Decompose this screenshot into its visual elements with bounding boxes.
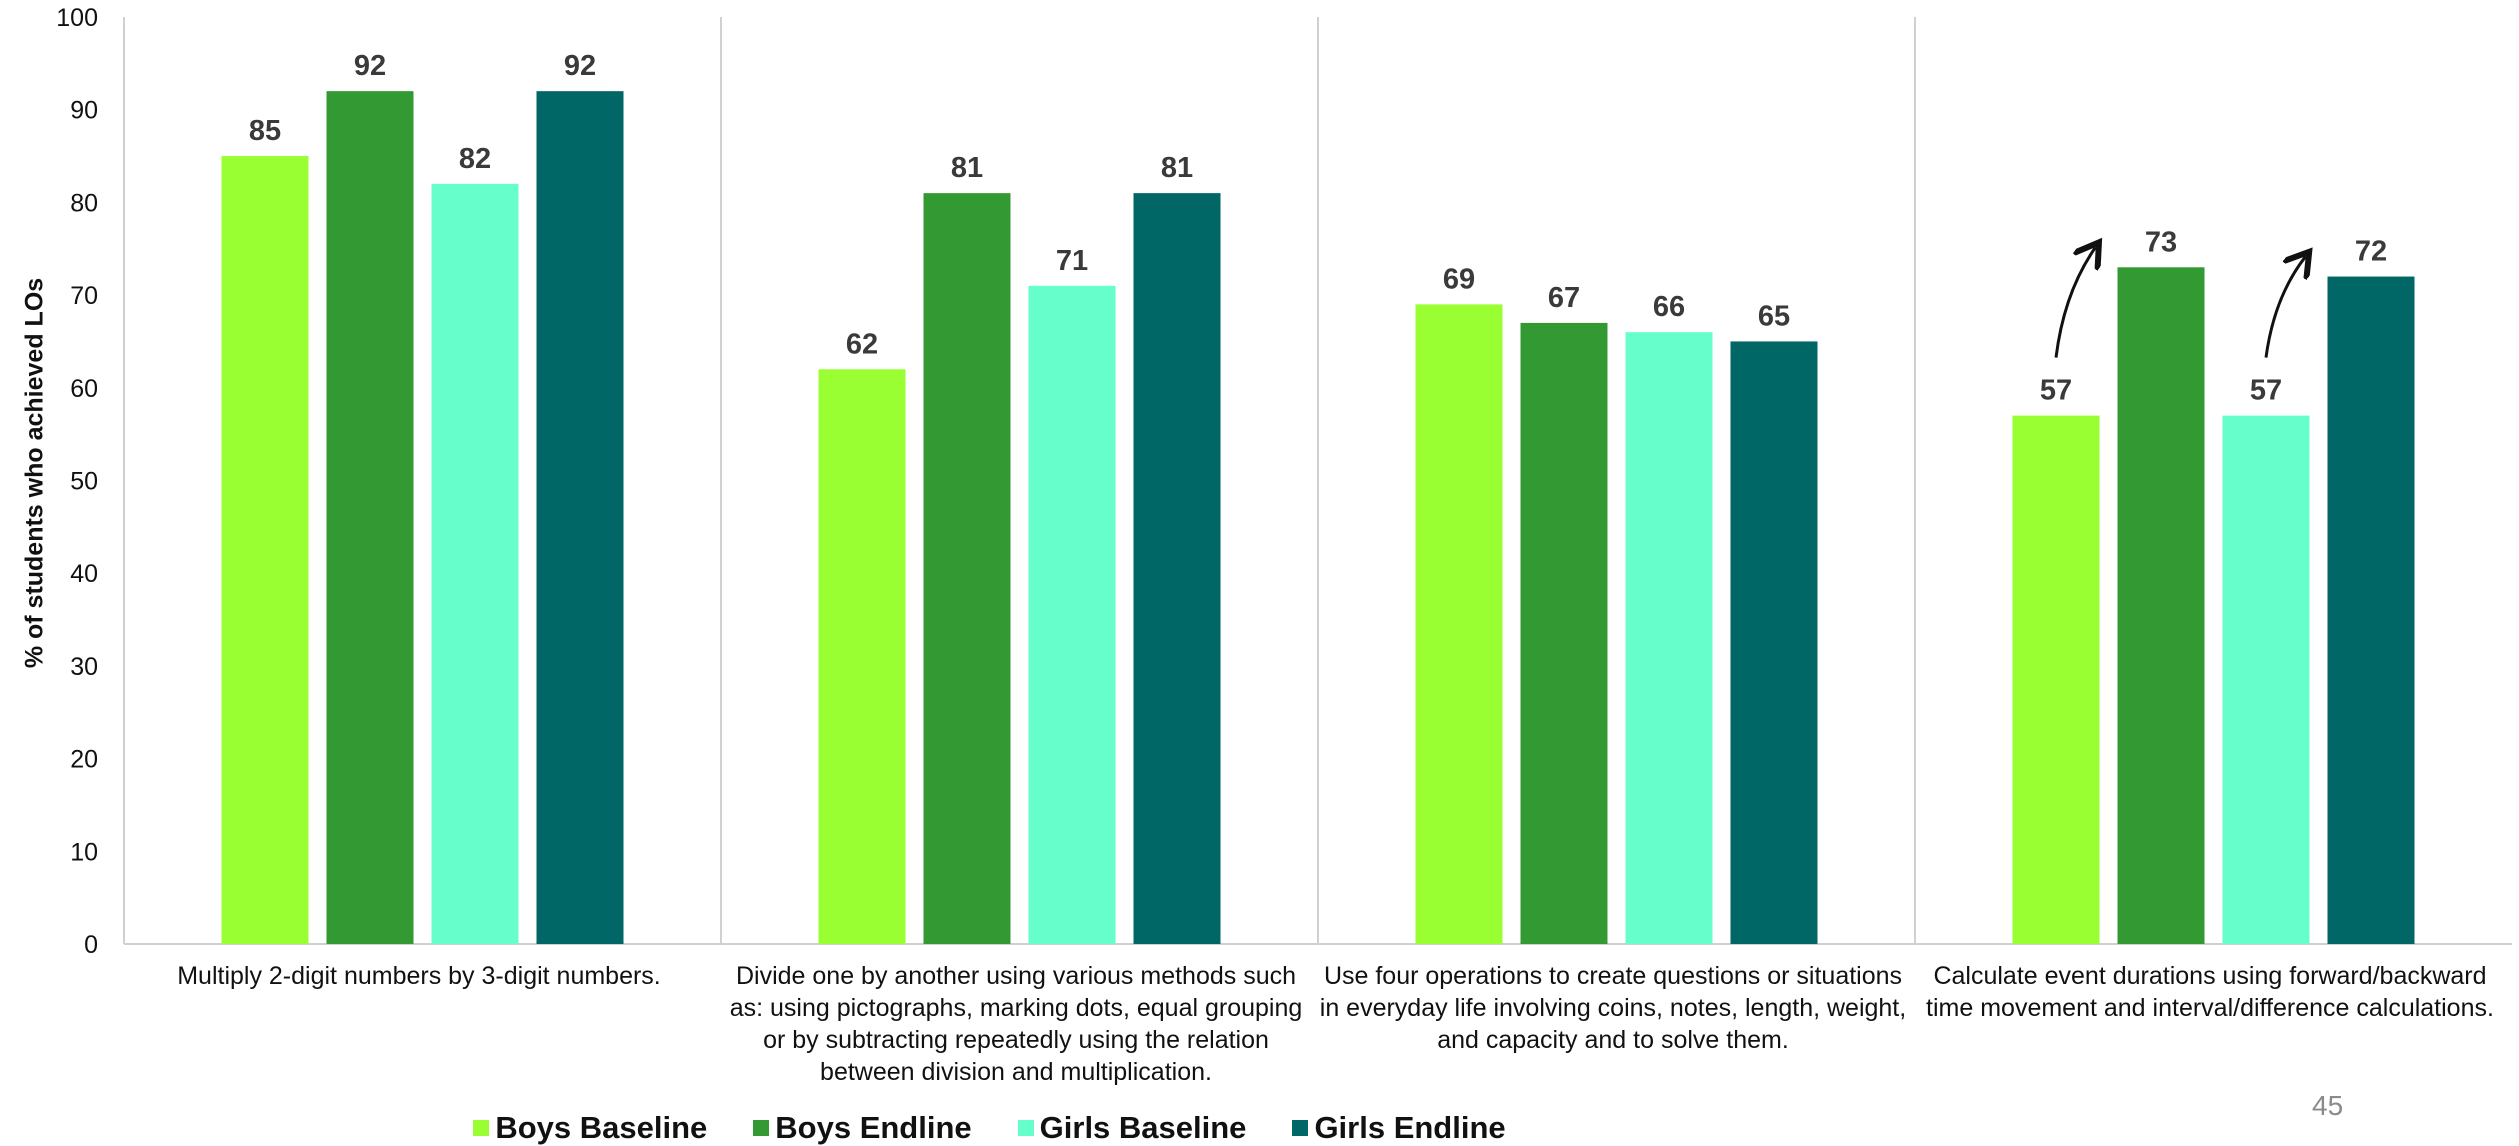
bar: [1520, 322, 1608, 944]
data-label: 81: [951, 152, 983, 184]
bar: [2222, 415, 2310, 944]
legend-swatch: [1292, 1120, 1309, 1136]
bar: [431, 183, 519, 945]
legend-item-boys-endline: Boys Endline: [753, 1110, 972, 1146]
y-tick-label: 100: [56, 4, 98, 32]
bar: [2117, 267, 2205, 944]
legend-label: Boys Endline: [775, 1110, 972, 1145]
legend-label: Boys Baseline: [495, 1110, 708, 1145]
page-number: 45: [2312, 1090, 2344, 1121]
y-tick-label: 80: [70, 189, 98, 217]
data-label: 71: [1056, 245, 1088, 277]
data-label: 67: [1548, 282, 1580, 314]
y-tick-label: 40: [70, 560, 98, 588]
legend-label: Girls Endline: [1314, 1110, 1506, 1145]
data-label: 69: [1443, 263, 1475, 295]
data-label: 65: [1758, 300, 1790, 332]
legend-item-girls-endline: Girls Endline: [1292, 1110, 1506, 1146]
y-tick-label: 30: [70, 653, 98, 681]
data-label: 72: [2355, 236, 2387, 268]
y-tick-label: 10: [70, 838, 98, 866]
bar: [1625, 332, 1713, 944]
bar: [2327, 276, 2415, 944]
data-label: 57: [2040, 375, 2072, 407]
legend-item-boys-baseline: Boys Baseline: [473, 1110, 707, 1146]
bar: [923, 193, 1011, 944]
data-label: 62: [846, 328, 878, 360]
bar: [221, 156, 309, 945]
y-tick-label: 70: [70, 282, 98, 310]
category-label-1: Multiply 2-digit numbers by 3-digit numb…: [177, 962, 661, 990]
data-label: 73: [2145, 226, 2177, 258]
category-label-4: Calculate event durations using forward/…: [1926, 962, 2494, 1022]
bar: [1415, 304, 1503, 944]
data-label: 82: [459, 143, 491, 175]
data-label: 81: [1161, 152, 1193, 184]
data-label: 85: [249, 115, 281, 147]
y-tick-label: 20: [70, 746, 98, 774]
data-label: 66: [1653, 291, 1685, 323]
data-label: 57: [2250, 375, 2282, 407]
trend-arrow-icon: [2264, 257, 2306, 358]
category-label-3: Use four operations to create questions …: [1319, 962, 1907, 1054]
bar: [818, 369, 906, 944]
bar: [1730, 341, 1818, 944]
legend-item-girls-baseline: Girls Baseline: [1017, 1110, 1247, 1146]
bar: [1028, 285, 1116, 945]
bar: [1133, 193, 1221, 944]
y-tick-label: 50: [70, 468, 98, 496]
bar: [536, 91, 624, 944]
legend: Boys Baseline Boys Endline Girls Baselin…: [0, 1110, 2249, 1146]
trend-arrow-icon: [2054, 247, 2096, 358]
data-label: 92: [354, 50, 386, 82]
legend-swatch: [1017, 1120, 1034, 1136]
bar: [326, 91, 414, 944]
y-tick-label: 0: [84, 931, 98, 959]
legend-label: Girls Baseline: [1039, 1110, 1247, 1145]
data-label: 92: [564, 50, 596, 82]
legend-swatch: [753, 1120, 770, 1136]
category-label-2: Divide one by another using various meth…: [729, 962, 1303, 1086]
bar: [2012, 415, 2100, 944]
y-tick-label: 60: [70, 375, 98, 403]
y-tick-label: 90: [70, 97, 98, 125]
y-axis-label: % of students who achieved LOs: [20, 277, 49, 669]
legend-swatch: [473, 1120, 490, 1136]
